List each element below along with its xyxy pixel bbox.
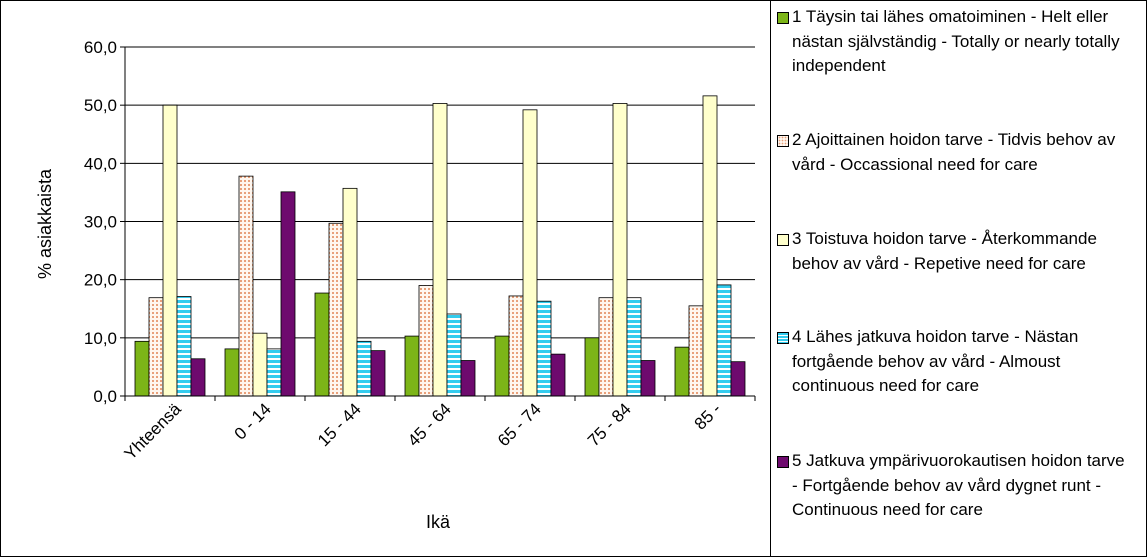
legend-label: 4 Lähes jatkuva hoidon tarve - Nästan fo… [792,327,1079,395]
bar-series-4 [536,300,552,397]
y-axis-title: % asiakkaista [35,168,55,279]
x-tick-label: 65 - 74 [494,399,545,450]
bar-series-2 [508,295,524,397]
legend-swatch [777,234,789,246]
legend-swatch [777,12,789,24]
x-tick-label: 15 - 44 [314,399,365,450]
legend-label: 5 Jatkuva ympärivuorokautisen hoidon tar… [792,451,1125,519]
legend-label: 3 Toistuva hoidon tarve - Återkommande b… [792,229,1097,273]
bar-series-1 [494,335,510,397]
x-axis-title: Ikä [426,512,451,532]
bar-series-1 [314,292,330,397]
bar-series-4 [626,297,642,397]
x-tick-label: 45 - 64 [404,399,455,450]
bar-series-5 [550,353,566,397]
bar-series-4 [446,313,462,397]
bar-series-2 [598,297,614,397]
x-tick-label: 75 - 84 [584,399,635,450]
bar-series-3 [612,103,628,397]
bar-series-4 [266,348,282,397]
legend-item-5: 5 Jatkuva ympärivuorokautisen hoidon tar… [777,449,1132,523]
legend-label: 2 Ajoittainen hoidon tarve - Tidvis beho… [792,130,1116,174]
bar-series-1 [224,348,240,397]
bar-series-5 [190,358,206,397]
legend-swatch [777,332,789,344]
bar-series-4 [356,340,372,397]
bar-series-1 [674,346,690,397]
bar-series-2 [418,285,434,397]
bar-series-3 [432,103,448,397]
bar-series-1 [584,337,600,397]
legend-swatch [777,456,789,468]
legend-item-2: 2 Ajoittainen hoidon tarve - Tidvis beho… [777,128,1132,177]
legend-swatch [777,135,789,147]
bar-series-2 [688,305,704,397]
bar-series-2 [328,222,344,397]
legend: 1 Täysin tai lähes omatoiminen - Helt el… [770,0,1147,557]
bar-series-3 [162,104,178,397]
legend-item-3: 3 Toistuva hoidon tarve - Återkommande b… [777,227,1132,276]
x-tick-label: 0 - 14 [231,399,275,443]
y-tick-label: 40,0 [84,154,117,173]
bar-series-5 [370,350,386,397]
y-tick-label: 30,0 [84,213,117,232]
bar-series-5 [280,191,296,397]
bar-series-5 [460,360,476,397]
bar-series-2 [238,175,254,397]
y-tick-label: 60,0 [84,38,117,57]
bar-series-1 [134,340,150,397]
bar-series-3 [702,95,718,397]
legend-item-4: 4 Lähes jatkuva hoidon tarve - Nästan fo… [777,325,1132,399]
legend-item-1: 1 Täysin tai lähes omatoiminen - Helt el… [777,5,1132,79]
y-tick-label: 10,0 [84,329,117,348]
bar-series-5 [730,361,746,397]
bar-series-4 [716,284,732,397]
legend-label: 1 Täysin tai lähes omatoiminen - Helt el… [792,7,1120,75]
x-tick-label: Yhteensä [121,399,186,464]
bar-series-3 [342,187,358,397]
bar-series-3 [522,109,538,397]
bar-series-1 [404,335,420,397]
bar-series-3 [252,332,268,397]
y-tick-label: 50,0 [84,96,117,115]
bar-chart: 0,0 10,0 20,0 30,0 40,0 50,0 60,0 Yhteensä 0 - 1… [35,38,756,532]
x-tick-label: 85 - [691,399,725,433]
y-tick-label: 20,0 [84,271,117,290]
bar-series-5 [640,360,656,397]
bar-series-4 [176,296,192,397]
y-tick-label: 0,0 [93,387,117,406]
bar-series-2 [148,297,164,397]
